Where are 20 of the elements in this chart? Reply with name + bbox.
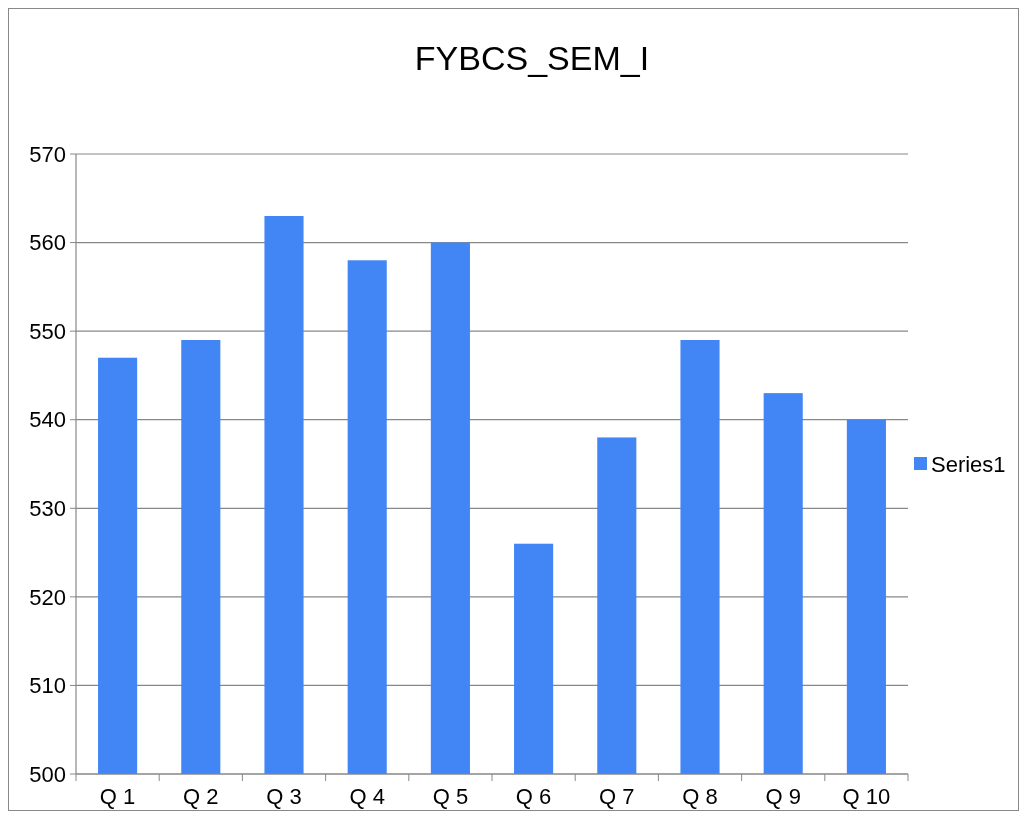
y-tick-label: 520: [29, 584, 66, 610]
legend-label: Series1: [931, 451, 1006, 477]
x-tick-label: Q 2: [183, 784, 219, 809]
x-tick-label: Q 4: [349, 784, 385, 809]
y-tick-label: 540: [29, 407, 66, 433]
y-tick-label: 510: [29, 673, 66, 699]
y-tick-label: 500: [29, 761, 66, 787]
x-tick-label: Q 8: [682, 784, 718, 809]
x-tick-label: Q 1: [99, 784, 136, 809]
chart-title: FYBCS_SEM_I: [414, 39, 650, 77]
x-tick-label: Q 5: [432, 784, 469, 809]
y-tick-label: 550: [29, 318, 66, 344]
x-tick-label: Q 6: [515, 784, 552, 809]
x-tick-label: Q 10: [842, 784, 891, 809]
x-tick-label: Q 7: [599, 784, 635, 809]
x-tick-label: Q 9: [765, 784, 801, 809]
y-tick-label: 570: [29, 141, 66, 167]
x-tick-label: Q 3: [266, 784, 302, 809]
y-tick-label: 560: [29, 230, 66, 256]
y-tick-label: 530: [29, 495, 66, 521]
